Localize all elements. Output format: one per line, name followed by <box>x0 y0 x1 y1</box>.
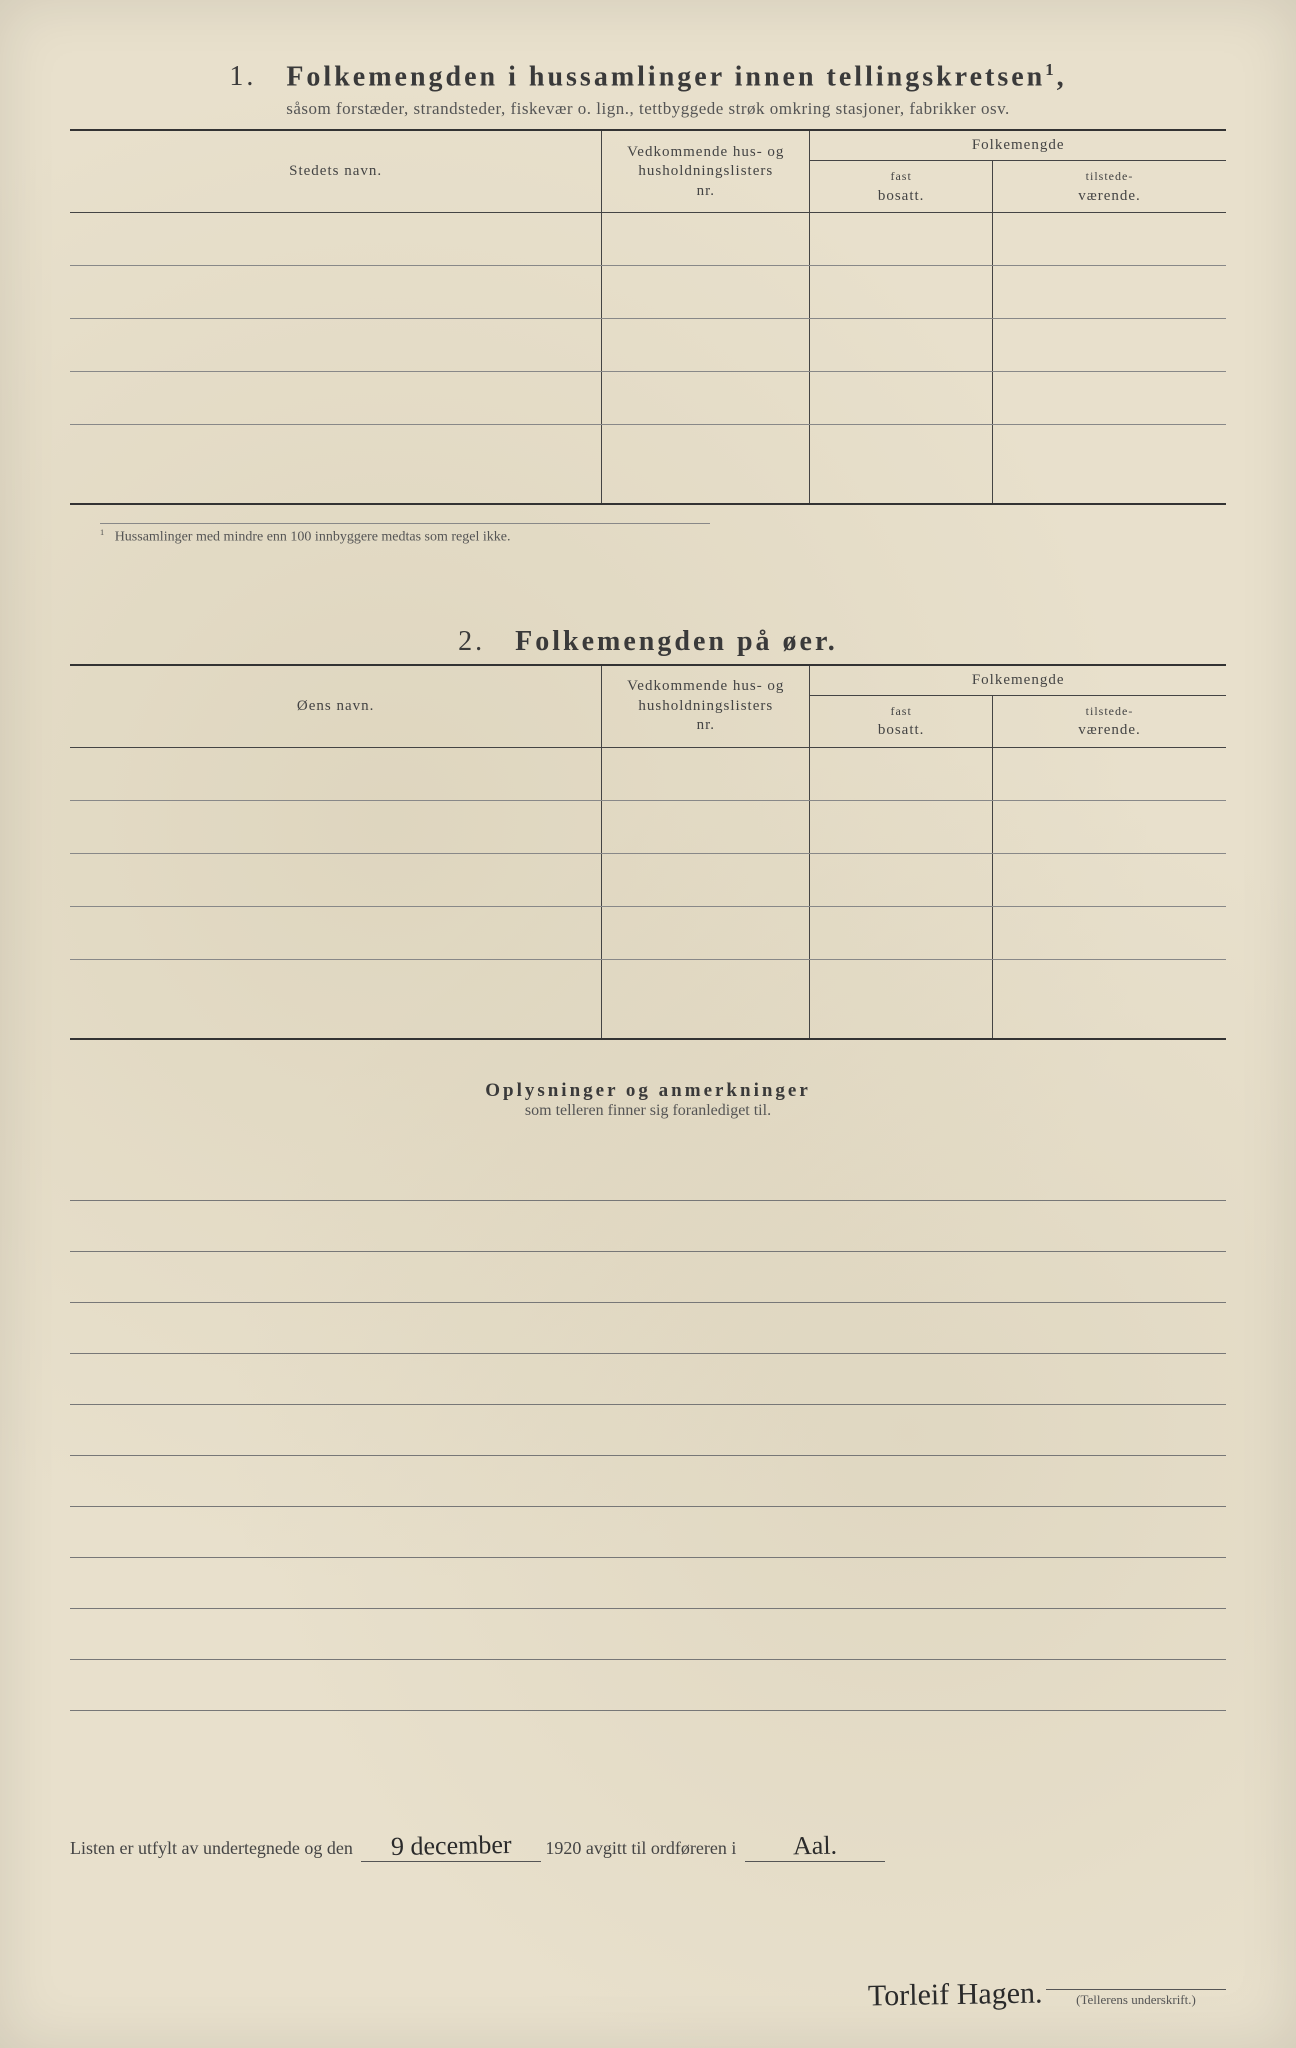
cell-fast <box>810 266 993 319</box>
section1-tbody <box>70 213 1226 505</box>
col-header-tilstede: tilstede- værende. <box>992 161 1226 213</box>
note-line <box>70 1405 1226 1456</box>
cell-fast <box>810 853 993 906</box>
cell-fast <box>810 906 993 959</box>
section2-title-text: Folkemengden på øer. <box>515 626 838 657</box>
table-row <box>70 853 1226 906</box>
note-line <box>70 1660 1226 1711</box>
cell-hus <box>602 372 810 425</box>
col-header-fast: fast bosatt. <box>810 161 993 213</box>
note-line <box>70 1354 1226 1405</box>
section1-footnote: 1 Hussamlinger med mindre enn 100 innbyg… <box>100 523 710 546</box>
section1-table: Stedets navn. Vedkommende hus- og hushol… <box>70 129 1226 505</box>
table-row <box>70 747 1226 800</box>
section1-title-text: Folkemengden i hussamlinger innen tellin… <box>286 61 1045 92</box>
section2-tbody <box>70 747 1226 1039</box>
section3-title: Oplysninger og anmerkninger <box>70 1080 1226 1102</box>
section3-subtitle: som telleren finner sig foranlediget til… <box>70 1102 1226 1120</box>
table-row <box>70 213 1226 266</box>
table-row <box>70 319 1226 372</box>
col-header-hus: Vedkommende hus- og husholdningslisters … <box>602 130 810 213</box>
section1-title: 1. Folkemengden i hussamlinger innen tel… <box>70 60 1226 93</box>
cell-tilstede <box>992 906 1226 959</box>
cell-tilstede <box>992 372 1226 425</box>
handwritten-signature: Torleif Hagen. <box>867 1976 1042 2013</box>
cell-hus <box>602 747 810 800</box>
note-line <box>70 1201 1226 1252</box>
note-line <box>70 1609 1226 1660</box>
col-header-folk: Folkemengde <box>810 130 1226 161</box>
bottom-declaration: Listen er utfylt av undertegnede og den … <box>70 1831 1226 1862</box>
cell-hus <box>602 800 810 853</box>
cell-tilstede <box>992 213 1226 266</box>
cell-tilstede <box>992 747 1226 800</box>
cell-tilstede <box>992 266 1226 319</box>
table-row <box>70 372 1226 425</box>
cell-fast <box>810 425 993 505</box>
note-line <box>70 1507 1226 1558</box>
cell-hus <box>602 319 810 372</box>
cell-hus <box>602 959 810 1039</box>
section2-table: Øens navn. Vedkommende hus- og husholdni… <box>70 664 1226 1040</box>
note-line <box>70 1252 1226 1303</box>
handwritten-date: 9 december <box>391 1830 512 1862</box>
cell-fast <box>810 372 993 425</box>
cell-tilstede <box>992 425 1226 505</box>
cell-tilstede <box>992 853 1226 906</box>
cell-name <box>70 800 602 853</box>
table-row <box>70 959 1226 1039</box>
signature-block: Torleif Hagen. (Tellerens underskrift.) <box>868 1978 1227 2012</box>
section1-subtitle: såsom forstæder, strandsteder, fiskevær … <box>70 99 1226 119</box>
cell-name <box>70 266 602 319</box>
section2-number: 2. <box>458 626 485 657</box>
cell-name <box>70 959 602 1039</box>
cell-fast <box>810 213 993 266</box>
table-row <box>70 266 1226 319</box>
note-line <box>70 1150 1226 1201</box>
col2-header-folk: Folkemengde <box>810 665 1226 696</box>
section2-title: 2. Folkemengden på øer. <box>70 626 1226 658</box>
note-line <box>70 1303 1226 1354</box>
cell-hus <box>602 266 810 319</box>
col2-header-hus: Vedkommende hus- og husholdningslisters … <box>602 665 810 748</box>
table-row <box>70 800 1226 853</box>
cell-fast <box>810 747 993 800</box>
cell-hus <box>602 853 810 906</box>
col2-header-name: Øens navn. <box>70 665 602 748</box>
cell-name <box>70 853 602 906</box>
note-line <box>70 1456 1226 1507</box>
cell-name <box>70 906 602 959</box>
document-page: 1. Folkemengden i hussamlinger innen tel… <box>0 0 1296 2048</box>
cell-hus <box>602 906 810 959</box>
cell-name <box>70 425 602 505</box>
cell-fast <box>810 800 993 853</box>
col-header-name: Stedets navn. <box>70 130 602 213</box>
cell-name <box>70 747 602 800</box>
cell-hus <box>602 425 810 505</box>
cell-fast <box>810 319 993 372</box>
note-line <box>70 1558 1226 1609</box>
table-row <box>70 906 1226 959</box>
cell-tilstede <box>992 959 1226 1039</box>
cell-hus <box>602 213 810 266</box>
cell-name <box>70 372 602 425</box>
cell-tilstede <box>992 800 1226 853</box>
section1-number: 1. <box>229 61 256 92</box>
col2-header-tilstede: tilstede- værende. <box>992 695 1226 747</box>
handwritten-place: Aal. <box>793 1831 838 1862</box>
cell-name <box>70 319 602 372</box>
cell-tilstede <box>992 319 1226 372</box>
col2-header-fast: fast bosatt. <box>810 695 993 747</box>
table-row <box>70 425 1226 505</box>
signature-label: (Tellerens underskrift.) <box>1046 1989 1226 2008</box>
cell-name <box>70 213 602 266</box>
section1-title-sup: 1 <box>1045 60 1056 79</box>
cell-fast <box>810 959 993 1039</box>
notes-area <box>70 1150 1226 1711</box>
